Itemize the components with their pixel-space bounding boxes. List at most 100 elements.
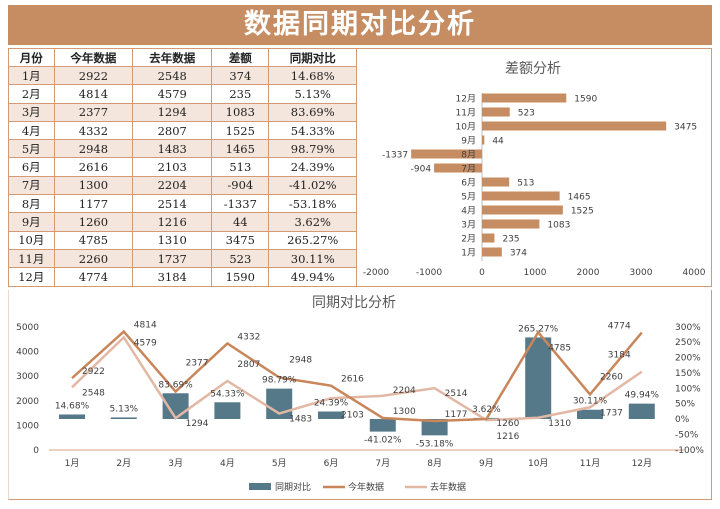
diff-chart-panel: 差额分析 1月 374 2月 235 3月 1083 4月 1525 5月 1465 6月 513 7月… [357,48,712,287]
yoy-left-tick: 3000 [16,372,39,382]
diff-chart-title: 差额分析 [505,61,561,77]
cell-this-year: 2948 [53,139,134,159]
cell-last-year: 2103 [132,157,213,177]
yoy-category-label: 10月 [528,458,548,469]
diff-x-tick: 1000 [524,268,547,278]
yoy-line-label: 1483 [289,415,312,425]
yoy-category-label: 11月 [580,458,600,469]
cell-month: 8月 [8,194,55,214]
yoy-line-label: 2548 [82,388,105,398]
cell-last-year: 1294 [132,102,213,122]
yoy-line-last-year [71,335,643,422]
yoy-left-tick: 4000 [16,348,39,358]
yoy-line-label: 4785 [548,343,571,353]
yoy-bar [59,414,85,419]
table-row: 1月 2922 2548 374 14.68% [8,65,357,86]
legend-bar-swatch [249,483,271,490]
diff-bar [482,107,510,117]
diff-bar [482,205,563,215]
yoy-right-tick: 100% [675,384,701,394]
cell-last-year: 2514 [132,194,213,214]
yoy-category-label: 3月 [168,458,183,469]
yoy-bar [318,411,344,419]
yoy-bar-label: 265.27% [518,324,558,334]
cell-month: 9月 [8,212,55,232]
diff-bar [482,135,485,145]
cell-this-year: 4332 [53,120,134,141]
cell-last-year: 2548 [132,65,213,86]
yoy-category-label: 7月 [375,458,390,469]
yoy-category-label: 4月 [220,458,235,469]
diff-x-tick: 4000 [683,268,706,278]
diff-data-label: 523 [518,109,535,119]
table-row: 7月 1300 2204 -904 -41.02% [8,175,357,196]
page-title: 数据同期对比分析 [8,5,712,45]
diff-data-label: 1083 [547,221,570,231]
yoy-bar-label: 24.39% [314,399,349,409]
yoy-line-label: 2103 [341,410,364,420]
header-this-year: 今年数据 [53,48,134,67]
yoy-line-label: 2204 [393,386,416,396]
diff-bar [482,191,560,201]
cell-month: 11月 [8,248,55,269]
diff-bar [482,247,502,257]
cell-diff: 1590 [211,267,270,287]
yoy-bar [421,419,448,436]
yoy-line-label: 3184 [608,351,631,361]
diff-data-label: -904 [411,165,432,175]
cell-yoy: 3.62% [268,212,357,232]
cell-last-year: 1216 [132,212,213,232]
yoy-bar [369,419,396,432]
cell-diff: 235 [211,84,270,104]
diff-bar [411,149,482,159]
cell-yoy: 98.79% [268,139,357,159]
cell-diff: 1465 [211,139,270,159]
cell-month: 2月 [8,84,55,104]
diff-bar [434,163,482,173]
header-last-year: 去年数据 [132,48,213,67]
yoy-bar-label: 30.11% [573,397,608,407]
cell-month: 10月 [8,230,55,250]
yoy-right-tick: 0% [675,415,690,425]
diff-bar [482,121,667,131]
table-row: 5月 2948 1483 1465 98.79% [8,139,357,159]
diff-bar [482,219,540,229]
cell-last-year: 2204 [132,175,213,196]
yoy-right-tick: 150% [675,369,701,379]
yoy-category-label: 5月 [272,458,287,469]
cell-last-year: 2807 [132,120,213,141]
table-row: 11月 2260 1737 523 30.11% [8,248,357,269]
cell-month: 5月 [8,139,55,159]
diff-data-label: 374 [510,249,527,259]
cell-month: 6月 [8,157,55,177]
cell-yoy: -53.18% [268,194,357,214]
yoy-line-label: 2514 [445,389,468,399]
yoy-chart-panel: 同期对比分析 0 1000 2000 3000 4000 5000 -100% -50% 0% 5… [8,290,712,500]
table-row: 8月 1177 2514 -1337 -53.18% [8,194,357,214]
table-row: 9月 1260 1216 44 3.62% [8,212,357,232]
yoy-line-label: 1300 [393,407,416,417]
cell-month: 3月 [8,102,55,122]
yoy-category-label: 2月 [116,458,131,469]
diff-category-label: 3月 [461,220,476,231]
header-month: 月份 [8,48,55,67]
yoy-left-tick: 1000 [16,421,39,431]
yoy-bar-label: 14.68% [55,401,90,411]
cell-this-year: 2616 [53,157,134,177]
diff-x-tick: 3000 [630,268,653,278]
diff-category-label: 12月 [456,94,476,105]
yoy-left-tick: 2000 [16,397,39,407]
header-diff: 差额 [211,48,270,67]
cell-month: 1月 [8,65,55,86]
diff-category-label: 9月 [461,136,476,147]
diff-category-label: 7月 [461,164,476,175]
yoy-line-label: 4332 [237,332,260,342]
yoy-line-label: 1310 [548,419,571,429]
yoy-right-tick: 200% [675,354,701,364]
yoy-right-tick: -100% [675,446,704,456]
cell-last-year: 4579 [132,84,213,104]
table-row: 12月 4774 3184 1590 49.94% [8,267,357,287]
yoy-bar-label: 5.13% [110,404,139,414]
yoy-line-label: 1177 [445,410,468,420]
cell-this-year: 1260 [53,212,134,232]
